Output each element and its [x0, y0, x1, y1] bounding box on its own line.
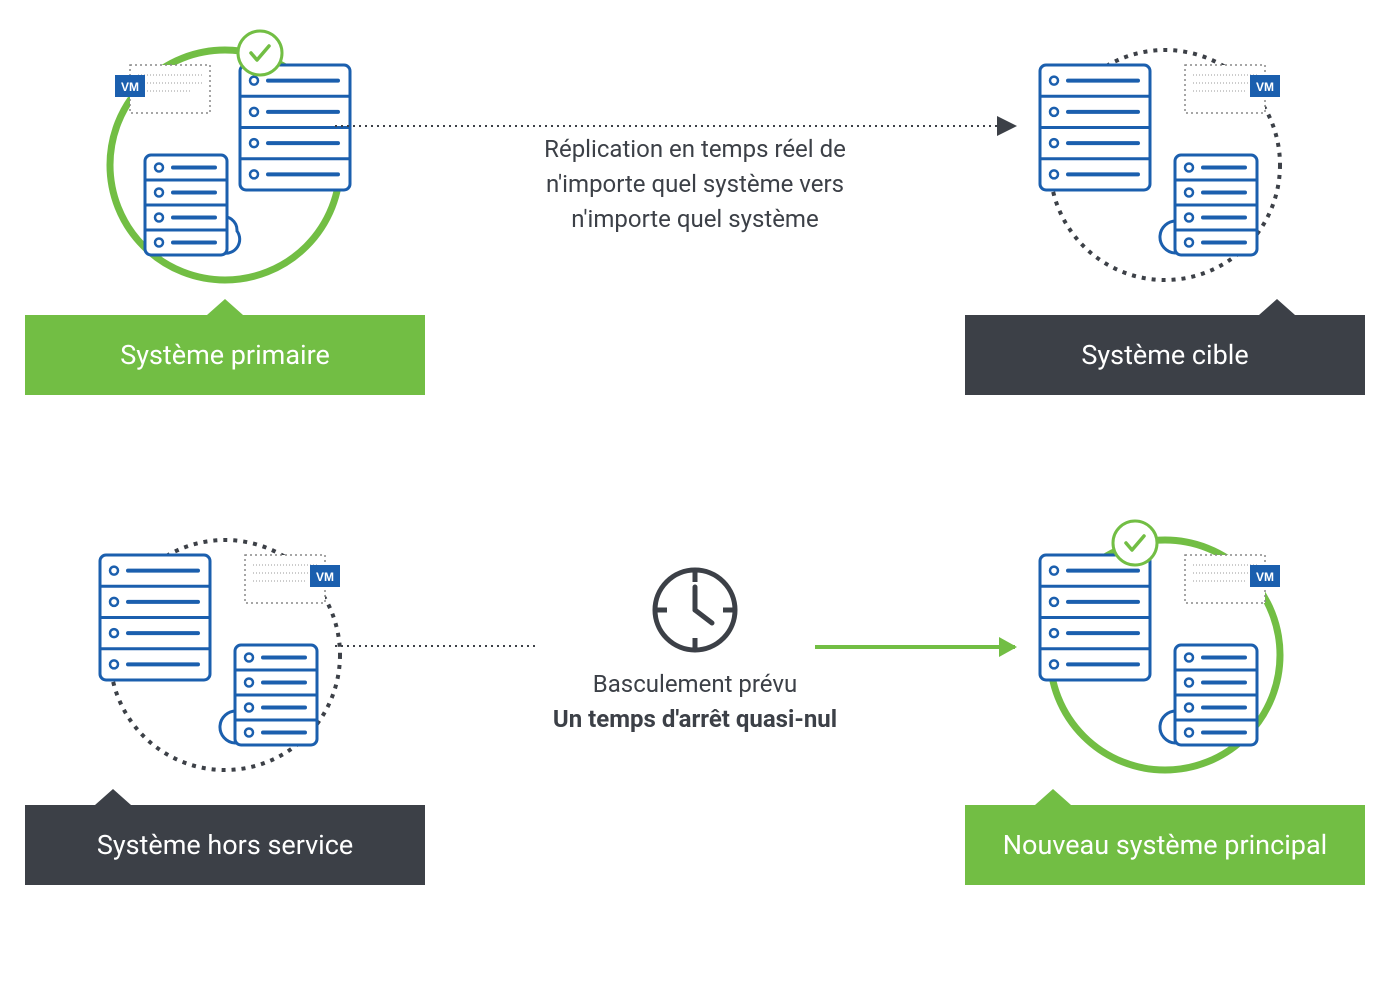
failover-text: Basculement prévu Un temps d'arrêt quasi… — [553, 667, 837, 737]
failover-dotted-arrow — [335, 645, 535, 647]
system-new-primary-graphic: VM — [1015, 515, 1315, 775]
replication-failover-diagram: VM Système primaire Réplication en temps… — [25, 25, 1365, 975]
row-failover: VM Système hors service Basculem — [25, 515, 1365, 945]
label-text: Nouveau système principal — [1003, 829, 1327, 861]
row-replication: VM Système primaire Réplication en temps… — [25, 25, 1365, 455]
label-pointer — [1035, 789, 1071, 805]
label-text: Système hors service — [97, 829, 353, 861]
svg-text:VM: VM — [1256, 80, 1274, 94]
failover-description: Basculement prévu Un temps d'arrêt quasi… — [425, 515, 965, 737]
svg-text:VM: VM — [1256, 570, 1274, 584]
clock-icon — [650, 565, 740, 655]
system-decommissioned-graphic: VM — [75, 515, 375, 775]
system-new-primary-label: Nouveau système principal — [965, 805, 1365, 885]
system-primary-graphic: VM — [75, 25, 375, 285]
system-target-label: Système cible — [965, 315, 1365, 395]
label-pointer — [1259, 299, 1295, 315]
system-new-primary: VM Nouveau système principal — [965, 515, 1365, 885]
system-decommissioned: VM Système hors service — [25, 515, 425, 885]
failover-solid-arrow — [815, 645, 1015, 649]
label-pointer — [207, 299, 243, 315]
system-primary: VM Système primaire — [25, 25, 425, 395]
label-text: Système cible — [1081, 339, 1248, 371]
replication-arrow — [335, 125, 1015, 127]
svg-text:VM: VM — [121, 80, 139, 94]
system-primary-label: Système primaire — [25, 315, 425, 395]
replication-text: Réplication en temps réel den'importe qu… — [544, 132, 846, 236]
failover-line1: Basculement prévu — [593, 670, 797, 698]
system-decommissioned-label: Système hors service — [25, 805, 425, 885]
system-target: VM Système cible — [965, 25, 1365, 395]
svg-text:VM: VM — [316, 570, 334, 584]
failover-line2: Un temps d'arrêt quasi-nul — [553, 705, 837, 733]
label-pointer — [95, 789, 131, 805]
label-text: Système primaire — [120, 339, 330, 371]
system-target-graphic: VM — [1015, 25, 1315, 285]
